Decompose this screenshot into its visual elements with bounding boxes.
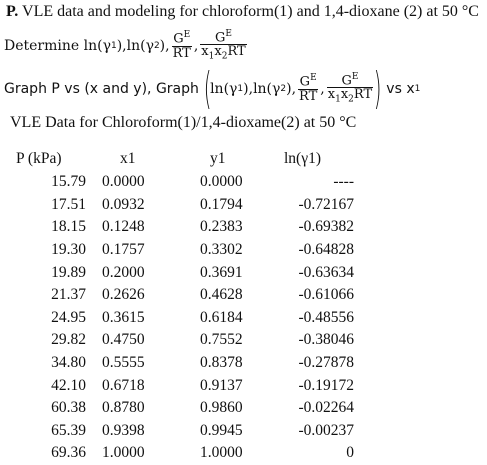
cell-x1: 0.2000 bbox=[102, 263, 145, 281]
problem-title: VLE data and modeling for chloroform(1) … bbox=[22, 3, 479, 20]
cell-pressure: 15.79 bbox=[51, 173, 86, 191]
cell-x1: 0.9398 bbox=[102, 421, 145, 439]
cell-x1: 0.1248 bbox=[102, 218, 145, 236]
table-row: 69.36 1.0000 1.0000 0 bbox=[16, 442, 354, 465]
cell-y1: 0.4628 bbox=[200, 286, 243, 304]
table-row: 29.82 0.4750 0.7552 -0.38046 bbox=[16, 329, 354, 352]
ge-over-rt-fraction: GE RT bbox=[171, 30, 192, 62]
table-row: 19.30 0.1757 0.3302 -0.64828 bbox=[16, 239, 354, 262]
cell-y1: 0.0000 bbox=[200, 173, 243, 191]
problem-title-line: P. VLE data and modeling for chloroform(… bbox=[6, 3, 479, 21]
cell-ln-gamma1: -0.00237 bbox=[298, 421, 354, 439]
cell-pressure: 60.38 bbox=[51, 399, 86, 417]
determine-line: Determine ln(γ 1), ln(γ 2), GE RT , GE x1x… bbox=[4, 28, 247, 63]
cell-x1: 0.0932 bbox=[102, 195, 145, 213]
cell-y1: 0.9860 bbox=[200, 399, 243, 417]
vs-label: vs x bbox=[386, 81, 415, 97]
graph-line: Graph P vs (x and y), Graph ( ln(γ 1), ln… bbox=[4, 63, 421, 114]
cell-x1: 0.8780 bbox=[102, 399, 145, 417]
cell-ln-gamma1: -0.72167 bbox=[298, 195, 354, 213]
table-row: 65.39 0.9398 0.9945 -0.00237 bbox=[16, 420, 354, 443]
table-row: 42.10 0.6718 0.9137 -0.19172 bbox=[16, 374, 354, 397]
cell-y1: 0.6184 bbox=[200, 308, 243, 326]
cell-y1: 0.1794 bbox=[200, 195, 243, 213]
cell-x1: 1.0000 bbox=[102, 444, 145, 462]
cell-y1: 0.8378 bbox=[200, 354, 243, 372]
right-paren: ) bbox=[373, 63, 382, 114]
cell-pressure: 29.82 bbox=[51, 331, 86, 349]
cell-pressure: 18.15 bbox=[51, 218, 86, 236]
header-y1: y1 bbox=[210, 150, 226, 167]
header-ln-gamma1: ln(γ1) bbox=[284, 150, 321, 167]
cell-pressure: 42.10 bbox=[51, 376, 86, 394]
cell-pressure: 17.51 bbox=[51, 195, 86, 213]
cell-ln-gamma1: -0.61066 bbox=[298, 286, 354, 304]
cell-y1: 0.9137 bbox=[200, 376, 243, 394]
cell-y1: 0.7552 bbox=[200, 331, 243, 349]
table-row: 60.38 0.8780 0.9860 -0.02264 bbox=[16, 397, 354, 420]
table-row: 19.89 0.2000 0.3691 -0.63634 bbox=[16, 261, 354, 284]
cell-y1: 0.3302 bbox=[200, 241, 243, 259]
cell-ln-gamma1: -0.64828 bbox=[298, 241, 354, 259]
cell-y1: 0.3691 bbox=[200, 263, 243, 281]
cell-ln-gamma1: ---- bbox=[333, 173, 354, 191]
problem-label: P. bbox=[6, 3, 19, 20]
cell-x1: 0.6718 bbox=[102, 376, 145, 394]
cell-y1: 0.9945 bbox=[200, 421, 243, 439]
table-row: 18.15 0.1248 0.2383 -0.69382 bbox=[16, 216, 354, 239]
graph-ge-over-x1x2rt-fraction: GE x1x2RT bbox=[326, 71, 374, 106]
graph-lead: Graph P vs (x and y), Graph bbox=[4, 81, 199, 97]
cell-ln-gamma1: -0.69382 bbox=[298, 218, 354, 236]
cell-pressure: 65.39 bbox=[51, 421, 86, 439]
cell-pressure: 19.89 bbox=[51, 263, 86, 281]
vle-data-table: P (kPa) x1 y1 ln(γ1) 15.79 0.0000 0.0000 --… bbox=[16, 147, 354, 465]
cell-ln-gamma1: 0 bbox=[346, 444, 354, 462]
cell-x1: 0.1757 bbox=[102, 241, 145, 259]
left-paren: ( bbox=[203, 63, 212, 114]
cell-pressure: 19.30 bbox=[51, 241, 86, 259]
header-pressure: P (kPa) bbox=[16, 150, 62, 167]
cell-pressure: 34.80 bbox=[51, 354, 86, 372]
table-row: 17.51 0.0932 0.1794 -0.72167 bbox=[16, 194, 354, 217]
cell-ln-gamma1: -0.63634 bbox=[298, 263, 354, 281]
table-row: 15.79 0.0000 0.0000 ---- bbox=[16, 171, 354, 194]
table-header-row: P (kPa) x1 y1 ln(γ1) bbox=[16, 147, 354, 171]
cell-x1: 0.0000 bbox=[102, 173, 145, 191]
table-title: VLE Data for Chloroform(1)/1,4-dioxame(2… bbox=[10, 114, 357, 131]
cell-ln-gamma1: -0.48556 bbox=[298, 308, 354, 326]
cell-x1: 0.5555 bbox=[102, 354, 145, 372]
cell-ln-gamma1: -0.02264 bbox=[298, 399, 354, 417]
cell-pressure: 21.37 bbox=[51, 286, 86, 304]
cell-y1: 1.0000 bbox=[200, 444, 243, 462]
header-x1: x1 bbox=[120, 150, 136, 167]
cell-pressure: 69.36 bbox=[51, 444, 86, 462]
table-row: 21.37 0.2626 0.4628 -0.61066 bbox=[16, 284, 354, 307]
determine-prefix: Determine ln(γ bbox=[4, 38, 111, 54]
cell-x1: 0.4750 bbox=[102, 331, 145, 349]
cell-x1: 0.2626 bbox=[102, 286, 145, 304]
cell-ln-gamma1: -0.38046 bbox=[298, 331, 354, 349]
table-row: 24.95 0.3615 0.6184 -0.48556 bbox=[16, 307, 354, 330]
cell-pressure: 24.95 bbox=[51, 308, 86, 326]
cell-ln-gamma1: -0.27878 bbox=[298, 354, 354, 372]
ge-over-x1x2rt-fraction: GE x1x2RT bbox=[200, 28, 247, 63]
graph-ge-over-rt-fraction: GE RT bbox=[298, 73, 319, 105]
cell-ln-gamma1: -0.19172 bbox=[298, 376, 354, 394]
cell-y1: 0.2383 bbox=[200, 218, 243, 236]
table-row: 34.80 0.5555 0.8378 -0.27878 bbox=[16, 352, 354, 375]
cell-x1: 0.3615 bbox=[102, 308, 145, 326]
